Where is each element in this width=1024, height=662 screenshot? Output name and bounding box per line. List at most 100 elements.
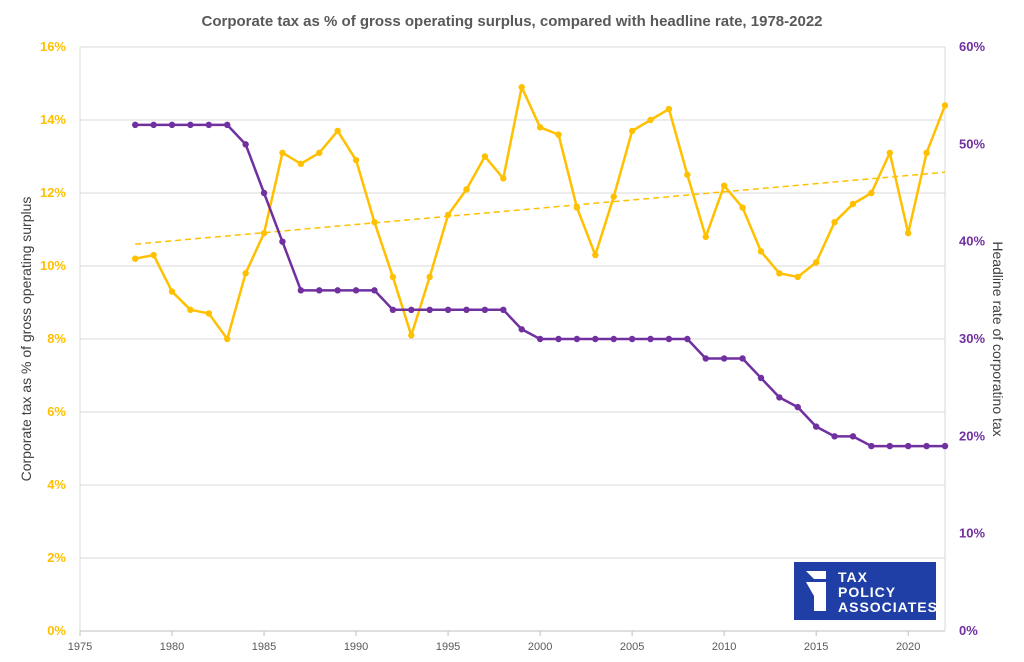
series-1-point (923, 149, 930, 157)
series-2-point (536, 335, 544, 343)
series-2-point (132, 121, 139, 129)
series-1-point (297, 160, 305, 167)
x-tick-label: 2020 (896, 641, 920, 653)
y-right-tick-label: 60% (959, 39, 985, 54)
series-1-point (831, 219, 838, 226)
series-2-point (426, 306, 433, 313)
series-2-point (444, 306, 452, 313)
series-2-point (224, 121, 231, 129)
series-1-point (776, 270, 783, 277)
x-tick-label: 1975 (68, 641, 92, 653)
y-right-tick-label: 0% (959, 623, 978, 638)
series-1-point (463, 186, 470, 193)
series-1-point (592, 251, 599, 259)
series-2-point (389, 306, 397, 313)
series-1-point (371, 219, 378, 226)
logo-line-3: ASSOCIATES (838, 599, 938, 615)
series-2-point (684, 335, 691, 343)
series-2-point (334, 287, 341, 294)
series-2-point (408, 306, 415, 313)
series-2-point (849, 433, 857, 440)
series-2-point (500, 306, 507, 313)
series-1-point (260, 229, 268, 237)
series-2-point (518, 326, 525, 333)
series-2-point (628, 335, 636, 343)
series-2-point (739, 355, 746, 362)
series-2-point (794, 403, 801, 411)
y-axis-left: 0% 2% 4% 6% 8% 10% 12% 14% 16% (40, 39, 81, 638)
series-2-point (168, 121, 176, 129)
series-2-point (481, 306, 489, 313)
series-2-point (592, 335, 599, 343)
y-left-tick-label: 14% (40, 112, 66, 127)
x-axis: 1975 1980 1985 1990 1995 2000 2005 2010 2015 2020 (68, 630, 945, 653)
y-right-tick-label: 40% (959, 234, 985, 249)
y-left-tick-label: 10% (40, 258, 66, 273)
series-1-point (352, 156, 360, 164)
series-1-point (150, 251, 157, 259)
series-2-point (371, 287, 378, 294)
y-left-tick-label: 2% (47, 550, 66, 565)
series-1-point (518, 83, 525, 91)
series-1-point (720, 182, 728, 189)
logo-line-2: POLICY (838, 584, 896, 600)
x-tick-label: 2010 (712, 641, 736, 653)
tax-policy-associates-logo: TAX POLICY ASSOCIATES (794, 562, 938, 620)
series-2-point (205, 121, 213, 129)
y-left-tick-label: 6% (47, 404, 66, 419)
chart-title: Corporate tax as % of gross operating su… (201, 13, 822, 30)
series-1-point (739, 204, 746, 211)
series-1-point (647, 116, 654, 124)
series-1-point (886, 149, 893, 157)
x-tick-label: 1990 (344, 641, 368, 653)
series-1-point (408, 332, 415, 339)
y-left-tick-label: 4% (47, 477, 66, 492)
series-2-point (573, 335, 581, 343)
series-2-point (352, 287, 360, 294)
series-2-point (923, 442, 930, 450)
series-1-point (904, 229, 912, 237)
series-2-point (242, 141, 249, 148)
y-right-tick-label: 20% (959, 428, 985, 443)
x-tick-label: 2000 (528, 641, 552, 653)
y-left-tick-label: 0% (47, 623, 66, 638)
series-1-point (684, 171, 691, 178)
series-1-point (444, 211, 452, 219)
series-2-point (868, 442, 875, 450)
logo-mark-icon (806, 571, 826, 611)
series-1-point (665, 105, 673, 113)
series-2-point (187, 121, 194, 129)
series-2-point (757, 374, 765, 382)
series-2-point (665, 335, 673, 343)
series-2-point (647, 335, 654, 343)
series-1-point (812, 259, 820, 266)
y-left-tick-label: 12% (40, 185, 66, 200)
x-tick-label: 1985 (252, 641, 276, 653)
x-tick-label: 1980 (160, 641, 184, 653)
y-right-tick-label: 10% (959, 526, 985, 541)
series-2-point (702, 355, 709, 362)
series-1-point (868, 189, 875, 197)
y-left-tick-label: 8% (47, 331, 66, 346)
series-2-point (776, 394, 783, 401)
series-1-point (205, 310, 213, 317)
trendline (135, 171, 946, 245)
series-1-point (573, 204, 581, 211)
series-line-2 (135, 123, 945, 448)
series-1-point (481, 153, 489, 160)
series-1-point (279, 149, 286, 157)
series-1-point (941, 102, 949, 109)
y-left-tick-label: 16% (40, 39, 66, 54)
x-tick-label: 2015 (804, 641, 828, 653)
series-1-point (132, 255, 139, 262)
x-tick-label: 2005 (620, 641, 644, 653)
series-1-point (702, 233, 709, 240)
y-right-tick-label: 30% (959, 331, 985, 346)
series-1-point (334, 127, 341, 135)
series-2-point (279, 238, 286, 245)
series-2-point (297, 287, 305, 294)
series-2-point (720, 355, 728, 362)
series-2-point (555, 335, 562, 343)
y-axis-left-title: Corporate tax as % of gross operating su… (18, 197, 34, 482)
